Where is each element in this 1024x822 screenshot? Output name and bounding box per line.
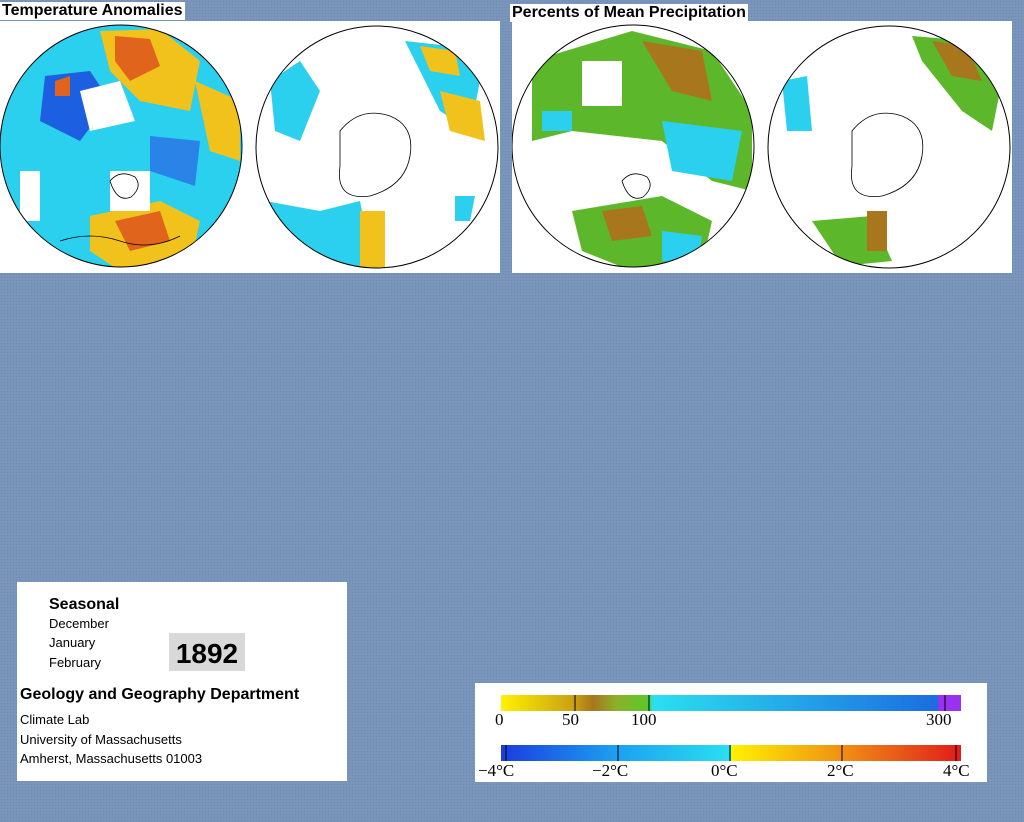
- precip-tick-300: 300: [926, 710, 952, 729]
- temperature-title: Temperature Anomalies: [0, 2, 185, 20]
- temperature-map-panel: [0, 21, 500, 273]
- address-line-2: University of Massachusetts: [20, 732, 182, 747]
- info-box: Seasonal December January February 1892 …: [17, 582, 347, 781]
- temp-tick-0: 0°C: [711, 761, 738, 780]
- month-january: January: [49, 635, 96, 650]
- month-february: February: [49, 655, 102, 670]
- department-name: Geology and Geography Department: [20, 686, 300, 703]
- temp-tick-minus2: −2°C: [592, 761, 629, 780]
- temperature-globes: [0, 24, 499, 269]
- temp-north-hemisphere: [0, 25, 242, 267]
- year-label: 1892: [169, 633, 245, 671]
- temp-tick-4: 4°C: [943, 761, 970, 780]
- precipitation-globes: [512, 24, 1011, 269]
- month-december: December: [49, 616, 109, 631]
- precip-colorbar: [501, 695, 961, 711]
- precipitation-title: Percents of Mean Precipitation: [510, 4, 748, 22]
- season-label: Seasonal: [49, 596, 120, 613]
- precip-tick-50: 50: [562, 710, 579, 729]
- precip-north-hemisphere: [512, 25, 754, 267]
- temp-tick-2: 2°C: [827, 761, 854, 780]
- address-line-3: Amherst, Massachusetts 01003: [20, 751, 203, 766]
- legend-bars: [501, 695, 961, 761]
- temp-tick-minus4: −4°C: [478, 761, 515, 780]
- temp-south-hemisphere: [256, 26, 498, 268]
- temp-colorbar: [501, 745, 961, 761]
- precip-tick-0: 0: [495, 710, 504, 729]
- address-line-1: Climate Lab: [20, 712, 90, 727]
- precip-south-hemisphere: [768, 26, 1010, 268]
- precipitation-map-panel: [512, 21, 1012, 273]
- color-legend: 0 50 100 300 −4°C −2°C 0°C 2°C 4°C: [475, 683, 987, 782]
- precip-tick-100: 100: [631, 710, 657, 729]
